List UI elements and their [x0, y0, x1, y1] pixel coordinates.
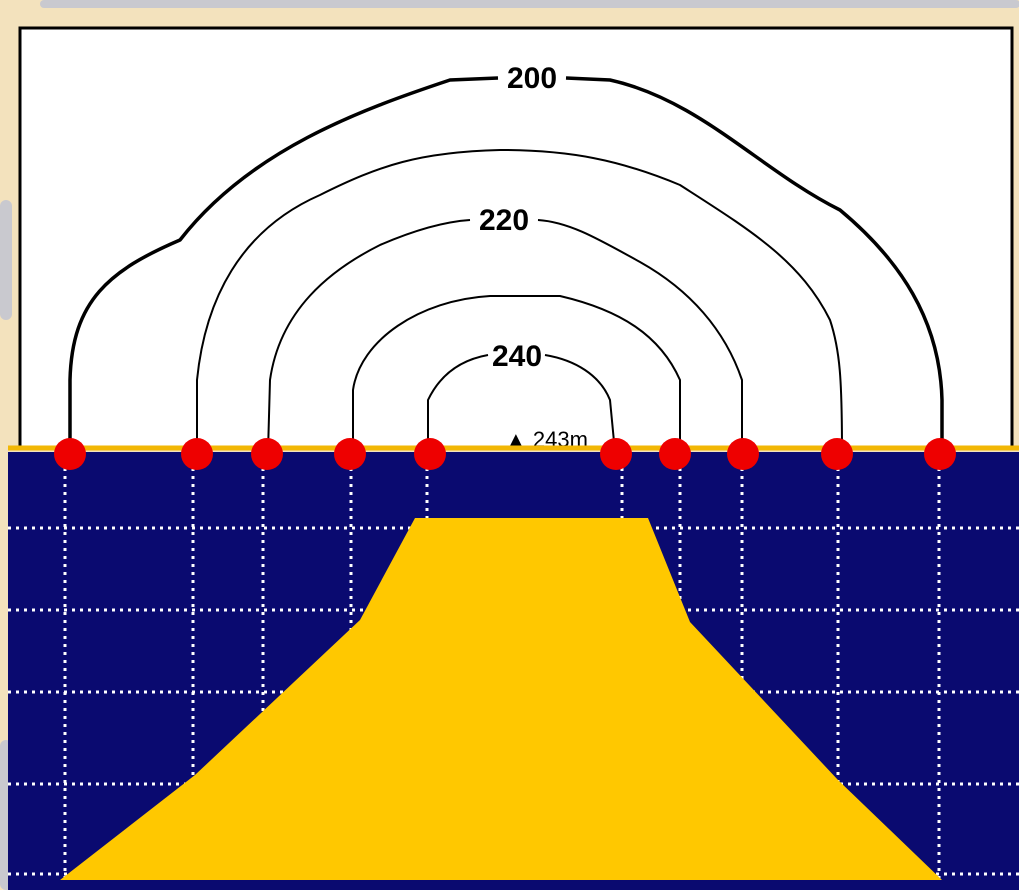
contour-label-220: 220 — [479, 204, 529, 237]
contour-line-210 — [196, 148, 843, 453]
contour-lines — [68, 76, 944, 453]
station-marker — [251, 438, 283, 470]
station-marker — [334, 438, 366, 470]
station-marker — [181, 438, 213, 470]
station-marker — [600, 438, 632, 470]
decor-shape-left — [0, 200, 12, 320]
station-marker — [727, 438, 759, 470]
contour-line-220 — [267, 219, 743, 453]
station-marker — [414, 438, 446, 470]
contour-panel — [18, 26, 1014, 450]
contour-label-240: 240 — [492, 340, 542, 373]
station-marker — [54, 438, 86, 470]
station-markers — [54, 438, 956, 470]
decor-shape-top — [40, 0, 1019, 8]
station-marker — [924, 438, 956, 470]
station-marker — [659, 438, 691, 470]
contour-line-200 — [68, 76, 944, 452]
station-marker — [821, 438, 853, 470]
anomaly-body — [60, 518, 942, 880]
contour-line-230 — [352, 295, 681, 452]
contour-line-240 — [427, 354, 616, 453]
contour-label-200: 200 — [507, 62, 557, 95]
